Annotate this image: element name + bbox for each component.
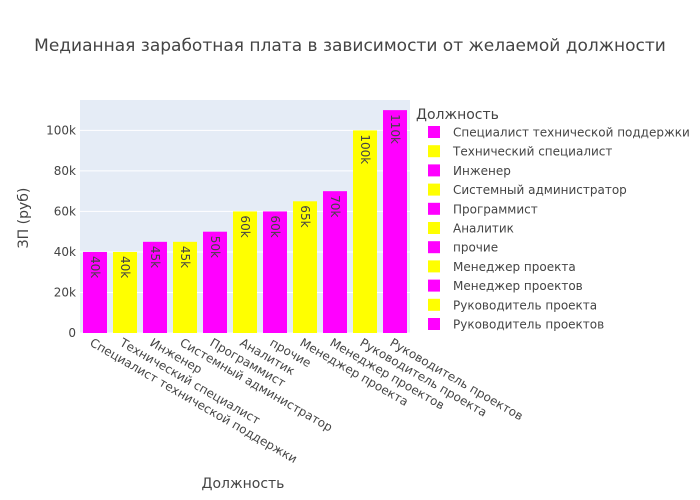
legend-item: Менеджер проектов: [453, 279, 583, 293]
bar-data-label: 60k: [238, 215, 252, 237]
legend-item: Руководитель проектов: [453, 318, 604, 332]
y-tick-label: 40k: [54, 245, 76, 259]
legend-swatch: [428, 298, 440, 311]
bar: [263, 211, 287, 333]
legend-item: Руководитель проекта: [453, 298, 597, 312]
bar-data-label: 65k: [298, 205, 312, 227]
legend-swatch: [428, 260, 440, 273]
legend-swatch: [428, 183, 440, 196]
bar-data-label: 100k: [358, 134, 372, 164]
bar: [293, 201, 317, 333]
legend-swatch: [428, 279, 440, 292]
legend-swatch: [428, 318, 440, 330]
bar-data-label: 40k: [88, 256, 102, 278]
bar: [143, 241, 167, 333]
legend-item: Специалист технической поддержки: [453, 126, 690, 140]
bar-data-label: 40k: [118, 256, 132, 278]
bar: [173, 241, 197, 333]
y-tick-label: 100k: [46, 123, 76, 137]
bar: [203, 231, 227, 333]
legend-item: Инженер: [453, 164, 511, 178]
y-tick-label: 0: [68, 326, 76, 340]
legend-swatch: [428, 126, 440, 138]
bar: [83, 251, 107, 333]
y-tick-labels: 0 20k 40k 60k 80k 100k: [46, 123, 76, 340]
legend-swatch: [428, 202, 440, 215]
x-tick-labels: Специалист технической поддержкиТехничес…: [88, 335, 526, 466]
legend-item: Системный администратор: [453, 183, 627, 197]
legend-title: Должность: [416, 107, 499, 123]
bar-data-label: 60k: [268, 215, 282, 237]
legend-item: Технический специалист: [452, 145, 612, 159]
bar: [383, 110, 407, 333]
legend-item: Менеджер проекта: [453, 260, 576, 274]
y-tick-label: 20k: [54, 285, 76, 299]
legend-swatch: [428, 222, 440, 234]
y-tick-label: 60k: [54, 204, 76, 218]
bar: [353, 130, 377, 333]
chart-title: Медианная заработная плата в зависимости…: [34, 36, 666, 56]
bar-data-label: 45k: [178, 246, 192, 268]
y-axis-title: ЗП (руб): [16, 188, 32, 249]
legend: Специалист технической поддержки Техничес…: [428, 126, 690, 332]
legend-swatch: [428, 145, 440, 158]
bar-data-label: 45k: [148, 246, 162, 268]
bar-data-label: 110k: [388, 114, 402, 144]
bars: 40k 40k 45k 45k 50k 60k 60k 65k 70k 100k 110k: [83, 110, 407, 333]
bar: [323, 191, 347, 333]
bar-data-label: 50k: [208, 236, 222, 258]
legend-item: Программист: [453, 202, 538, 216]
y-tick-label: 80k: [54, 164, 76, 178]
bar-data-label: 70k: [328, 195, 342, 217]
bar: [113, 251, 137, 333]
legend-item: прочие: [453, 241, 498, 255]
legend-item: Аналитик: [453, 222, 514, 236]
bar: [233, 211, 257, 333]
legend-swatch: [428, 164, 440, 177]
x-axis-title: Должность: [202, 476, 285, 492]
legend-swatch: [428, 241, 440, 254]
